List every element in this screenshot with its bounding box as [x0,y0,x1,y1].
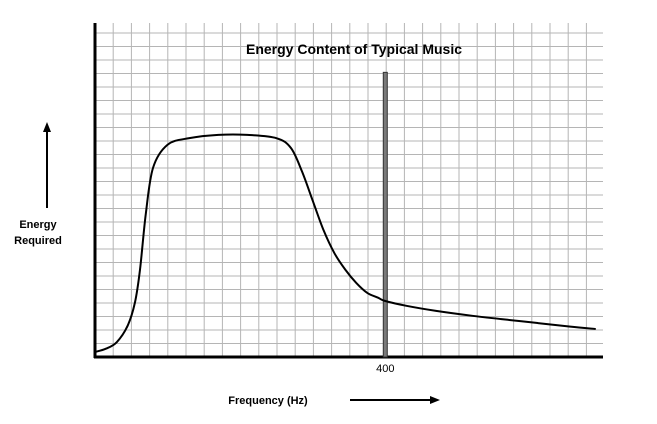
x-axis-arrow [350,396,440,404]
chart-axes [93,23,603,359]
y-axis-label-line2: Required [14,235,62,247]
energy-curve [94,133,596,353]
y-axis-arrow [43,122,51,208]
y-axis-label-line1: Energy [19,219,57,231]
chart-grid [94,23,603,358]
x-axis-label: Frequency (Hz) [228,395,308,407]
x-tick-labels: 400 [376,363,394,375]
marker-line [382,71,388,358]
chart-title: Energy Content of Typical Music [246,41,462,57]
energy-series [94,133,596,353]
marker-line-group [382,71,388,358]
x-tick-label: 400 [376,363,394,375]
